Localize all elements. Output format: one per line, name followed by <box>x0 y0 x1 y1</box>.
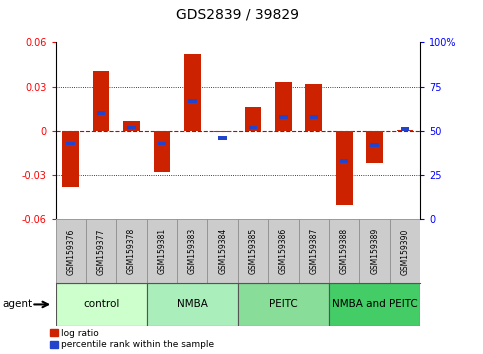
Bar <box>390 219 420 283</box>
Text: NMBA and PEITC: NMBA and PEITC <box>332 299 417 309</box>
Bar <box>218 136 227 140</box>
Bar <box>208 219 238 283</box>
Text: GSM159383: GSM159383 <box>188 228 197 274</box>
Bar <box>245 107 261 131</box>
Bar <box>336 131 353 205</box>
Bar <box>275 82 292 131</box>
Bar <box>310 115 318 119</box>
Legend: log ratio, percentile rank within the sample: log ratio, percentile rank within the sa… <box>50 329 214 349</box>
Text: GSM159390: GSM159390 <box>400 228 410 275</box>
Bar <box>370 143 379 147</box>
Bar <box>56 219 86 283</box>
Bar <box>366 131 383 164</box>
Bar <box>298 219 329 283</box>
Bar <box>123 121 140 131</box>
Text: GSM159378: GSM159378 <box>127 228 136 274</box>
Bar <box>238 283 329 326</box>
Bar <box>329 219 359 283</box>
Text: GSM159386: GSM159386 <box>279 228 288 274</box>
Bar <box>305 84 322 131</box>
Text: GSM159384: GSM159384 <box>218 228 227 274</box>
Bar <box>401 127 409 131</box>
Bar <box>214 131 231 132</box>
Text: NMBA: NMBA <box>177 299 208 309</box>
Text: control: control <box>83 299 119 309</box>
Text: GSM159385: GSM159385 <box>249 228 257 274</box>
Bar <box>184 54 200 131</box>
Text: GSM159381: GSM159381 <box>157 228 167 274</box>
Text: GSM159376: GSM159376 <box>66 228 75 275</box>
Bar <box>154 131 170 172</box>
Bar <box>93 70 110 131</box>
Bar <box>86 219 116 283</box>
Text: GSM159387: GSM159387 <box>309 228 318 274</box>
Text: GSM159377: GSM159377 <box>97 228 106 275</box>
Bar <box>127 126 136 129</box>
Bar <box>147 219 177 283</box>
Bar <box>279 115 288 119</box>
Text: GSM159388: GSM159388 <box>340 228 349 274</box>
Bar <box>177 219 208 283</box>
Text: PEITC: PEITC <box>269 299 298 309</box>
Bar <box>188 99 197 103</box>
Bar <box>147 283 238 326</box>
Bar <box>397 130 413 131</box>
Bar <box>116 219 147 283</box>
Bar <box>238 219 268 283</box>
Bar <box>268 219 298 283</box>
Text: agent: agent <box>2 299 32 309</box>
Bar <box>67 142 75 145</box>
Text: GSM159389: GSM159389 <box>370 228 379 274</box>
Text: GDS2839 / 39829: GDS2839 / 39829 <box>176 7 299 21</box>
Bar <box>249 126 257 129</box>
Bar <box>62 131 79 187</box>
Bar <box>359 219 390 283</box>
Bar <box>56 283 147 326</box>
Bar <box>97 112 105 115</box>
Bar <box>329 283 420 326</box>
Bar <box>340 159 349 163</box>
Bar <box>157 142 166 145</box>
